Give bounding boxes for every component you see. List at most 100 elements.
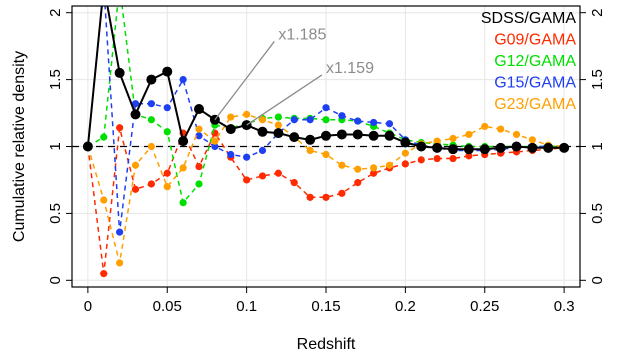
annotations: x1.185 x1.159 (214, 26, 374, 126)
data-point-sdss-gama (225, 124, 236, 135)
data-point-g09-gama (306, 193, 314, 201)
legend: SDSS/GAMA G09/GAMA G12/GAMA G15/GAMA G23/GAM… (481, 10, 576, 113)
data-point-g09-gama (465, 152, 473, 160)
x-tick-label: 0.05 (153, 298, 182, 315)
data-point-g09-gama (131, 185, 140, 193)
data-point-g23-gama (528, 136, 536, 144)
data-point-sdss-gama (448, 144, 458, 155)
data-point-sdss-gama (479, 144, 490, 155)
x-tick-label: 0.25 (470, 298, 499, 315)
data-point-sdss-gama (384, 130, 395, 141)
data-point-g09-gama (243, 176, 251, 184)
data-point-g09-gama (433, 154, 441, 163)
data-point-g23-gama (338, 161, 346, 169)
data-point-g09-gama (147, 180, 155, 188)
data-point-g23-gama (385, 161, 394, 169)
data-point-sdss-gama (257, 126, 268, 137)
y-tick-label-right: 1 (589, 142, 606, 150)
data-point-g23-gama (401, 149, 409, 157)
data-point-g23-gama (449, 134, 457, 143)
data-point-g12-gama (163, 128, 171, 136)
data-point-sdss-gama (527, 142, 538, 153)
data-point-g15-gama (227, 150, 235, 159)
data-point-g09-gama (354, 179, 362, 187)
data-point-g09-gama (100, 270, 108, 278)
data-point-g23-gama (512, 130, 521, 139)
y-axis-right: 0 0.5 1 1.5 2 (580, 9, 606, 284)
data-point-g23-gama (322, 150, 330, 159)
annotation-arrow (246, 74, 323, 126)
data-point-g09-gama (290, 179, 298, 187)
series-sdss-gama (82, 6, 570, 155)
data-point-g12-gama (195, 180, 203, 188)
data-point-g23-gama (481, 122, 489, 131)
data-point-g23-gama (163, 183, 171, 191)
data-point-g15-gama (322, 104, 330, 112)
data-point-g09-gama (274, 169, 282, 177)
data-point-g12-gama (100, 133, 108, 141)
data-point-sdss-gama (162, 66, 173, 77)
data-point-sdss-gama (495, 142, 506, 153)
data-point-sdss-gama (241, 120, 252, 131)
data-point-g15-gama (243, 153, 251, 161)
data-point-g23-gama (147, 142, 155, 151)
data-point-sdss-gama (82, 141, 93, 152)
data-point-sdss-gama (511, 141, 522, 152)
data-point-sdss-gama (114, 67, 125, 78)
data-point-g15-gama (147, 100, 155, 108)
data-point-g23-gama (179, 164, 187, 172)
data-series (82, 6, 570, 278)
data-point-sdss-gama (416, 141, 427, 152)
data-point-sdss-gama (400, 137, 411, 148)
data-point-g23-gama (258, 116, 267, 124)
data-point-sdss-gama (463, 144, 474, 155)
data-point-g09-gama (449, 154, 457, 163)
y-tick-label: 0 (47, 276, 64, 284)
data-point-g09-gama (163, 169, 171, 177)
data-point-g15-gama (116, 228, 124, 236)
data-point-g23-gama (243, 110, 251, 118)
data-point-g23-gama (100, 196, 108, 204)
legend-entry: SDSS/GAMA (481, 10, 576, 27)
data-point-sdss-gama (559, 142, 570, 153)
data-point-sdss-gama (352, 129, 363, 140)
data-point-g15-gama (211, 142, 219, 151)
annotation: x1.159 (246, 60, 374, 126)
legend-entry: G15/GAMA (494, 75, 576, 92)
y-tick-label-right: 0.5 (589, 203, 606, 224)
x-tick-label: 0.1 (236, 298, 257, 315)
data-point-g09-gama (322, 193, 330, 201)
annotation-arrow (214, 41, 275, 121)
data-point-g15-gama (290, 116, 298, 124)
data-point-g15-gama (163, 104, 171, 112)
y-tick-label-right: 2 (589, 9, 606, 17)
data-point-g09-gama (401, 160, 409, 168)
data-point-g15-gama (195, 132, 203, 140)
data-point-g09-gama (417, 156, 425, 164)
data-point-g23-gama (306, 146, 314, 155)
annotation-label: x1.185 (278, 26, 326, 43)
x-tick-label: 0.3 (554, 298, 575, 315)
y-tick-label-right: 0 (589, 276, 606, 284)
legend-entry: G23/GAMA (494, 96, 576, 113)
data-point-sdss-gama (305, 134, 316, 145)
data-point-g09-gama (195, 162, 203, 171)
data-point-sdss-gama (289, 132, 300, 143)
data-point-g15-gama (131, 100, 140, 108)
data-point-sdss-gama (336, 129, 347, 140)
data-point-g09-gama (338, 189, 346, 197)
data-point-g15-gama (306, 116, 314, 124)
data-point-g23-gama (354, 165, 362, 173)
y-tick-label-right: 1.5 (589, 69, 606, 90)
data-point-g15-gama (385, 120, 394, 128)
data-point-sdss-gama (178, 136, 189, 147)
data-point-g09-gama (116, 124, 124, 132)
data-point-g15-gama (370, 118, 378, 127)
x-tick-label: 0.2 (395, 298, 416, 315)
data-point-g23-gama (195, 125, 203, 133)
data-point-g15-gama (179, 75, 187, 84)
y-tick-label: 1 (47, 142, 64, 150)
y-tick-label: 0.5 (47, 203, 64, 224)
data-point-sdss-gama (321, 130, 331, 141)
